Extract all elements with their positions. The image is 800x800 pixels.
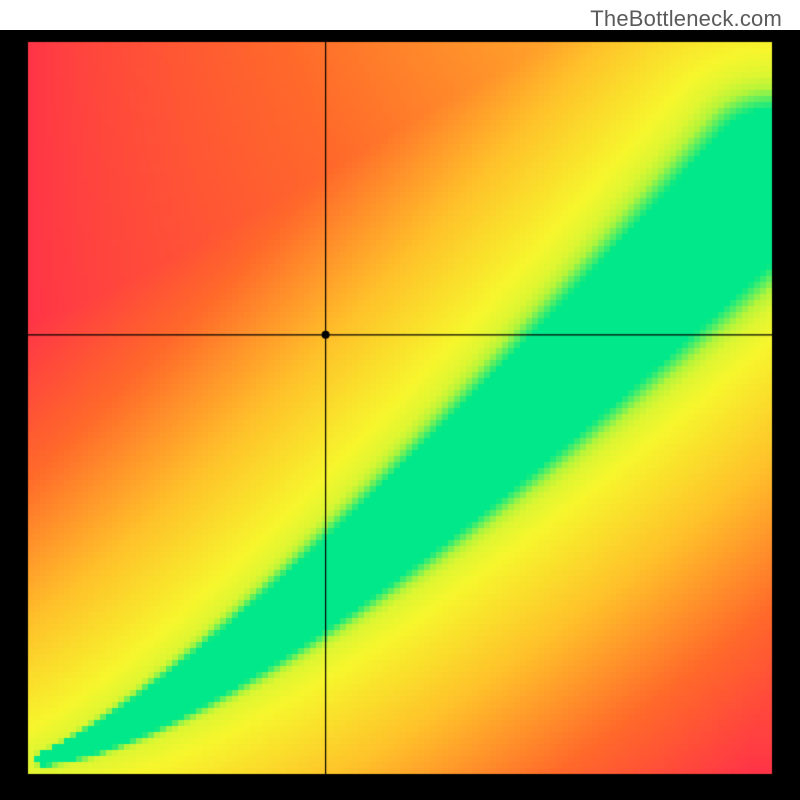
watermark-text: TheBottleneck.com bbox=[590, 6, 782, 32]
bottleneck-heatmap bbox=[0, 30, 800, 800]
chart-container bbox=[0, 30, 800, 800]
